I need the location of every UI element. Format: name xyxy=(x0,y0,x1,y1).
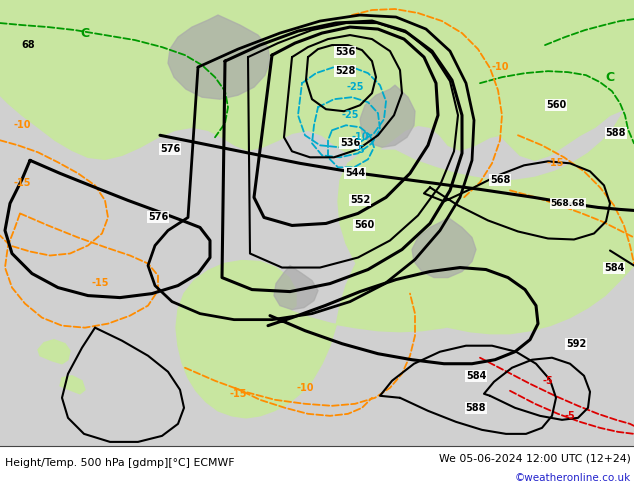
Text: -15: -15 xyxy=(13,178,31,188)
Text: 568: 568 xyxy=(490,175,510,185)
Polygon shape xyxy=(38,340,70,364)
Text: C: C xyxy=(81,26,89,40)
Text: 560: 560 xyxy=(546,100,566,110)
Text: -10: -10 xyxy=(491,62,508,72)
Text: 568.68: 568.68 xyxy=(551,199,585,208)
Text: 560: 560 xyxy=(354,220,374,230)
Text: 576: 576 xyxy=(148,213,168,222)
Text: -5: -5 xyxy=(565,411,576,421)
Text: -25: -25 xyxy=(341,110,359,120)
Text: -15: -15 xyxy=(91,277,109,288)
Polygon shape xyxy=(360,85,415,147)
Polygon shape xyxy=(274,266,318,310)
Polygon shape xyxy=(338,77,634,334)
Polygon shape xyxy=(0,0,634,160)
Text: 68: 68 xyxy=(21,40,35,50)
Text: -10: -10 xyxy=(13,120,31,130)
Polygon shape xyxy=(412,218,476,277)
Text: -15: -15 xyxy=(547,158,564,169)
Text: 592: 592 xyxy=(566,339,586,349)
Polygon shape xyxy=(176,189,530,418)
Text: 536: 536 xyxy=(340,138,360,148)
Text: -10: -10 xyxy=(296,383,314,393)
Text: -5: -5 xyxy=(543,376,553,386)
Text: -5: -5 xyxy=(354,146,365,155)
Text: 528: 528 xyxy=(335,66,355,76)
Text: 544: 544 xyxy=(345,169,365,178)
Text: We 05-06-2024 12:00 UTC (12+24): We 05-06-2024 12:00 UTC (12+24) xyxy=(439,453,631,463)
Text: -25: -25 xyxy=(346,82,364,92)
Text: 588: 588 xyxy=(605,128,626,138)
Text: -10: -10 xyxy=(351,132,369,142)
Text: 552: 552 xyxy=(350,196,370,205)
Text: C: C xyxy=(605,71,614,84)
Text: 584: 584 xyxy=(466,371,486,381)
Text: 576: 576 xyxy=(160,144,180,154)
Text: 588: 588 xyxy=(466,403,486,413)
Text: ©weatheronline.co.uk: ©weatheronline.co.uk xyxy=(515,473,631,483)
Text: -15: -15 xyxy=(230,389,247,399)
Text: 536: 536 xyxy=(335,47,355,57)
Polygon shape xyxy=(168,15,270,99)
Polygon shape xyxy=(60,376,85,394)
Text: Height/Temp. 500 hPa [gdmp][°C] ECMWF: Height/Temp. 500 hPa [gdmp][°C] ECMWF xyxy=(5,458,235,468)
Text: 584: 584 xyxy=(604,263,624,272)
